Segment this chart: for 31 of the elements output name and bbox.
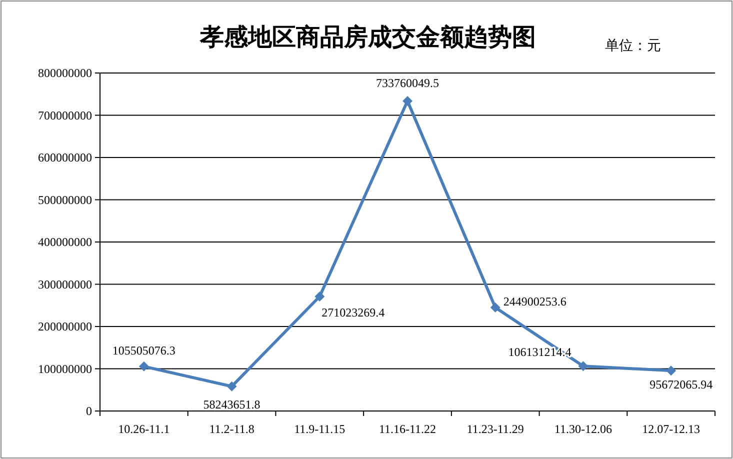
point [490,302,500,313]
x-tick-label: 10.26-11.1 [118,422,170,436]
point [138,361,149,372]
y-tick-label: 600000000 [38,150,92,164]
data-label: 105505076.3 [112,343,176,358]
point [578,361,588,372]
y-tick-label: 100000000 [38,362,92,376]
x-tick-label: 11.30-12.06 [554,422,612,436]
data-label: 95672065.94 [650,378,713,392]
x-tick-label: 12.07-12.13 [642,422,700,436]
data-label: 271023269.4 [322,305,385,320]
x-tick-label: 11.9-11.15 [294,422,346,436]
y-tick-label: 300000000 [38,277,92,292]
x-tick-label: 11.23-11.29 [466,422,524,436]
point [314,291,325,302]
y-tick-label: 200000000 [38,320,92,334]
text: 单位：元 [605,38,661,54]
point [226,381,237,392]
data-label: 733760049.5 [376,76,439,90]
x-tick-label: 11.16-11.22 [378,422,436,436]
chart-title: 孝感地区商品房成交金额趋势图 [199,24,536,51]
y-tick-label: 0 [86,404,92,418]
x-tick-label: 11.2-11.8 [209,422,254,436]
y-tick-label: 700000000 [38,108,92,122]
data-label: 244900253.6 [503,294,566,309]
point [402,96,412,106]
point [666,366,676,376]
y-tick-label: 500000000 [38,192,92,207]
data-label: 58243651.8 [203,397,260,412]
y-tick-label: 800000000 [38,66,92,80]
y-tick-label: 400000000 [38,235,92,249]
